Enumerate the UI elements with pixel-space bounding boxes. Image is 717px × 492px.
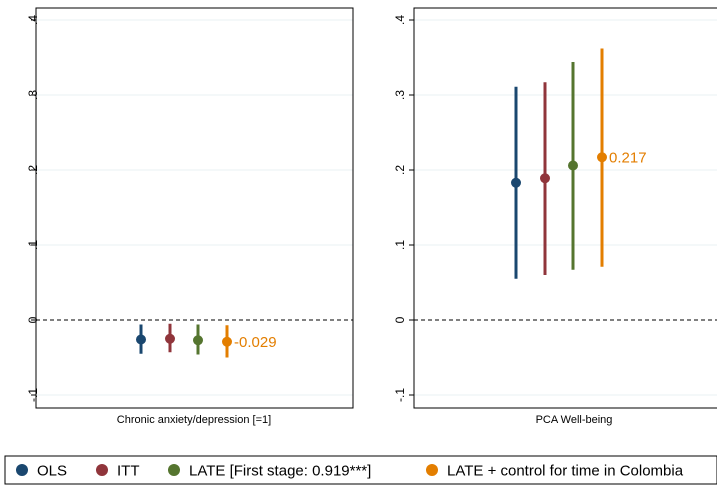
legend-label: LATE + control for time in Colombia — [447, 463, 684, 480]
series-2 — [165, 323, 175, 353]
legend-box — [4, 455, 717, 485]
y-tick-label: -.1 — [26, 388, 40, 402]
y-tick-label: .2 — [393, 165, 407, 175]
legend-marker — [168, 464, 180, 476]
panel-1: -.1 0 .1 .2 .3 .4 -0.029 Chronic anxiety/depres… — [26, 7, 354, 426]
legend-item-2: ITT — [96, 463, 140, 480]
series-3 — [568, 62, 578, 270]
series-4 — [222, 325, 232, 358]
point-estimate — [511, 177, 521, 188]
estimate-annotation: -0.029 — [234, 334, 277, 351]
point-estimate — [597, 152, 607, 163]
legend-item-4: LATE + control for time in Colombia — [426, 463, 684, 480]
legend-item-1: OLS — [16, 463, 67, 480]
y-tick-label: 0 — [393, 316, 407, 323]
legend-item-3: LATE [First stage: 0.919***] — [168, 463, 371, 480]
legend: OLS ITT LATE [First stage: 0.919***] LATE +… — [4, 455, 717, 485]
point-estimate — [568, 160, 578, 171]
series-2 — [540, 82, 550, 275]
point-estimate — [165, 333, 175, 344]
series-3 — [193, 324, 203, 355]
legend-marker — [96, 464, 108, 476]
y-tick-label: .1 — [26, 240, 40, 250]
point-estimate — [222, 336, 232, 347]
y-tick-label: .1 — [393, 240, 407, 250]
legend-label: LATE [First stage: 0.919***] — [189, 463, 371, 480]
y-tick-label: .4 — [26, 15, 40, 25]
y-tick-label: .2 — [26, 165, 40, 175]
plot-frame — [35, 7, 354, 409]
y-tick-label: -.1 — [393, 388, 407, 402]
legend-marker — [16, 464, 28, 476]
series-4 — [597, 48, 607, 267]
x-axis-label: PCA Well-being — [536, 414, 613, 426]
x-axis-label: Chronic anxiety/depression [=1] — [117, 414, 271, 426]
legend-marker — [426, 464, 438, 476]
point-estimate — [540, 173, 550, 184]
y-tick-label: .3 — [26, 90, 40, 100]
plot-frame — [413, 7, 717, 409]
y-tick-label: .4 — [393, 15, 407, 25]
point-estimate — [136, 334, 146, 345]
y-tick-label: 0 — [26, 316, 40, 323]
series-1 — [136, 324, 146, 354]
legend-label: ITT — [117, 463, 140, 480]
estimate-annotation: 0.217 — [609, 149, 647, 166]
y-tick-label: .3 — [393, 90, 407, 100]
legend-label: OLS — [37, 463, 67, 480]
series-1 — [511, 86, 521, 279]
panel-2: -.1 0 .1 .2 .3 .4 0.217 PCA Well-being — [393, 7, 717, 426]
point-estimate — [193, 335, 203, 346]
